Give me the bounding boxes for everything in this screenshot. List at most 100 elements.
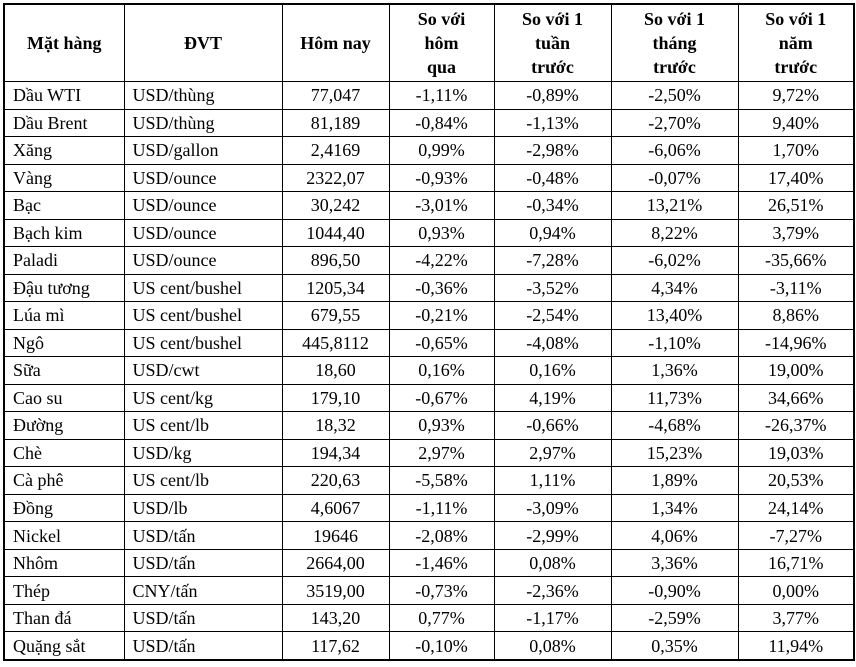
commodity-name-cell: Paladi xyxy=(3,246,125,275)
change-vs-week-cell: -1,13% xyxy=(493,108,612,138)
table-row: Bạch kim USD/ounce 1044,40 0,93% 0,94% 8,22% 3… xyxy=(3,218,855,248)
commodity-name-cell: Dầu WTI xyxy=(3,81,125,110)
table-row: Ngô US cent/bushel 445,8112 -0,65% -4,08% -1,… xyxy=(3,328,855,358)
change-vs-week-cell: -3,09% xyxy=(493,493,612,523)
today-price-cell: 179,10 xyxy=(281,383,390,413)
unit-cell: USD/kg xyxy=(123,438,283,468)
change-vs-week-cell: -7,28% xyxy=(493,246,612,275)
change-vs-year-cell: -26,37% xyxy=(737,411,855,440)
table-row: Xăng USD/gallon 2,4169 0,99% -2,98% -6,06% 1,7… xyxy=(3,136,855,165)
commodity-name-cell: Cà phê xyxy=(3,466,125,495)
table-row: Cà phê US cent/lb 220,63 -5,58% 1,11% 1,89% 20… xyxy=(3,466,855,495)
unit-cell: US cent/bushel xyxy=(123,328,283,358)
unit-cell: USD/tấn xyxy=(123,521,283,550)
unit-cell: USD/thùng xyxy=(123,108,283,138)
commodity-name-cell: Sữa xyxy=(3,356,125,385)
unit-cell: US cent/lb xyxy=(123,466,283,495)
change-vs-month-cell: -2,50% xyxy=(610,81,739,110)
today-price-cell: 2664,00 xyxy=(281,548,390,578)
change-vs-week-cell: -2,54% xyxy=(493,301,612,330)
change-vs-yesterday-cell: -0,65% xyxy=(388,328,495,358)
change-vs-month-cell: 3,36% xyxy=(610,548,739,578)
change-vs-year-cell: 1,70% xyxy=(737,136,855,165)
change-vs-month-cell: 1,34% xyxy=(610,493,739,523)
change-vs-month-cell: 1,36% xyxy=(610,356,739,385)
unit-cell: USD/ounce xyxy=(123,191,283,220)
change-vs-month-cell: -1,10% xyxy=(610,328,739,358)
table-row: Đường US cent/lb 18,32 0,93% -0,66% -4,68% -26… xyxy=(3,411,855,440)
commodity-name-cell: Thép xyxy=(3,576,125,605)
commodity-name-cell: Than đá xyxy=(3,603,125,633)
change-vs-year-cell: 16,71% xyxy=(737,548,855,578)
commodity-name-cell: Nhôm xyxy=(3,548,125,578)
header-unit: ĐVT xyxy=(123,3,283,82)
change-vs-yesterday-cell: -1,46% xyxy=(388,548,495,578)
change-vs-week-cell: -0,66% xyxy=(493,411,612,440)
change-vs-week-cell: 1,11% xyxy=(493,466,612,495)
table-row: Nickel USD/tấn 19646 -2,08% -2,99% 4,06% -7,27… xyxy=(3,521,855,550)
change-vs-week-cell: 0,08% xyxy=(493,548,612,578)
header-vs-month: So với 1 tháng trước xyxy=(610,3,739,82)
change-vs-yesterday-cell: 0,99% xyxy=(388,136,495,165)
unit-cell: US cent/bushel xyxy=(123,301,283,330)
today-price-cell: 18,60 xyxy=(281,356,390,385)
change-vs-week-cell: -0,34% xyxy=(493,191,612,220)
table-row: Bạc USD/ounce 30,242 -3,01% -0,34% 13,21% 26,5… xyxy=(3,191,855,220)
header-vs-year: So với 1 năm trước xyxy=(737,3,855,82)
table-row: Than đá USD/tấn 143,20 0,77% -1,17% -2,59% 3,7… xyxy=(3,603,855,633)
change-vs-week-cell: -3,52% xyxy=(493,273,612,303)
change-vs-month-cell: 0,35% xyxy=(610,631,739,661)
today-price-cell: 3519,00 xyxy=(281,576,390,605)
change-vs-yesterday-cell: -0,21% xyxy=(388,301,495,330)
change-vs-year-cell: 19,00% xyxy=(737,356,855,385)
table-row: Thép CNY/tấn 3519,00 -0,73% -2,36% -0,90% 0,00… xyxy=(3,576,855,605)
commodity-name-cell: Đồng xyxy=(3,493,125,523)
change-vs-year-cell: 20,53% xyxy=(737,466,855,495)
change-vs-month-cell: -2,70% xyxy=(610,108,739,138)
today-price-cell: 445,8112 xyxy=(281,328,390,358)
header-commodity: Mặt hàng xyxy=(3,3,125,82)
change-vs-week-cell: 2,97% xyxy=(493,438,612,468)
table-row: Vàng USD/ounce 2322,07 -0,93% -0,48% -0,07% 17… xyxy=(3,163,855,193)
header-row: Mặt hàng ĐVT Hôm nay So với hôm qua So v… xyxy=(3,3,855,82)
commodity-name-cell: Đậu tương xyxy=(3,273,125,303)
table-row: Dầu Brent USD/thùng 81,189 -0,84% -1,13% -2,7… xyxy=(3,108,855,138)
change-vs-yesterday-cell: -0,84% xyxy=(388,108,495,138)
today-price-cell: 77,047 xyxy=(281,81,390,110)
table-header: Mặt hàng ĐVT Hôm nay So với hôm qua So v… xyxy=(3,3,855,82)
change-vs-month-cell: 1,89% xyxy=(610,466,739,495)
header-vs-week: So với 1 tuần trước xyxy=(493,3,612,82)
unit-cell: USD/thùng xyxy=(123,81,283,110)
change-vs-yesterday-cell: 0,93% xyxy=(388,218,495,248)
commodity-name-cell: Đường xyxy=(3,411,125,440)
unit-cell: USD/cwt xyxy=(123,356,283,385)
change-vs-yesterday-cell: -0,73% xyxy=(388,576,495,605)
change-vs-yesterday-cell: -4,22% xyxy=(388,246,495,275)
commodity-name-cell: Bạch kim xyxy=(3,218,125,248)
commodity-name-cell: Cao su xyxy=(3,383,125,413)
today-price-cell: 18,32 xyxy=(281,411,390,440)
change-vs-year-cell: 3,77% xyxy=(737,603,855,633)
commodity-name-cell: Quặng sắt xyxy=(3,631,125,661)
table-row: Cao su US cent/kg 179,10 -0,67% 4,19% 11,73% 3… xyxy=(3,383,855,413)
table-row: Quặng sắt USD/tấn 117,62 -0,10% 0,08% 0,35% 11… xyxy=(3,631,855,661)
change-vs-month-cell: -4,68% xyxy=(610,411,739,440)
change-vs-year-cell: 0,00% xyxy=(737,576,855,605)
change-vs-year-cell: -14,96% xyxy=(737,328,855,358)
change-vs-year-cell: 9,40% xyxy=(737,108,855,138)
today-price-cell: 81,189 xyxy=(281,108,390,138)
commodity-name-cell: Vàng xyxy=(3,163,125,193)
change-vs-yesterday-cell: -0,36% xyxy=(388,273,495,303)
change-vs-yesterday-cell: -1,11% xyxy=(388,81,495,110)
change-vs-month-cell: -0,90% xyxy=(610,576,739,605)
change-vs-week-cell: -2,99% xyxy=(493,521,612,550)
change-vs-year-cell: 24,14% xyxy=(737,493,855,523)
change-vs-month-cell: -0,07% xyxy=(610,163,739,193)
change-vs-week-cell: -2,36% xyxy=(493,576,612,605)
table-row: Dầu WTI USD/thùng 77,047 -1,11% -0,89% -2,50%… xyxy=(3,81,855,110)
change-vs-month-cell: 4,06% xyxy=(610,521,739,550)
change-vs-yesterday-cell: -5,58% xyxy=(388,466,495,495)
today-price-cell: 194,34 xyxy=(281,438,390,468)
change-vs-year-cell: 3,79% xyxy=(737,218,855,248)
change-vs-yesterday-cell: -0,10% xyxy=(388,631,495,661)
